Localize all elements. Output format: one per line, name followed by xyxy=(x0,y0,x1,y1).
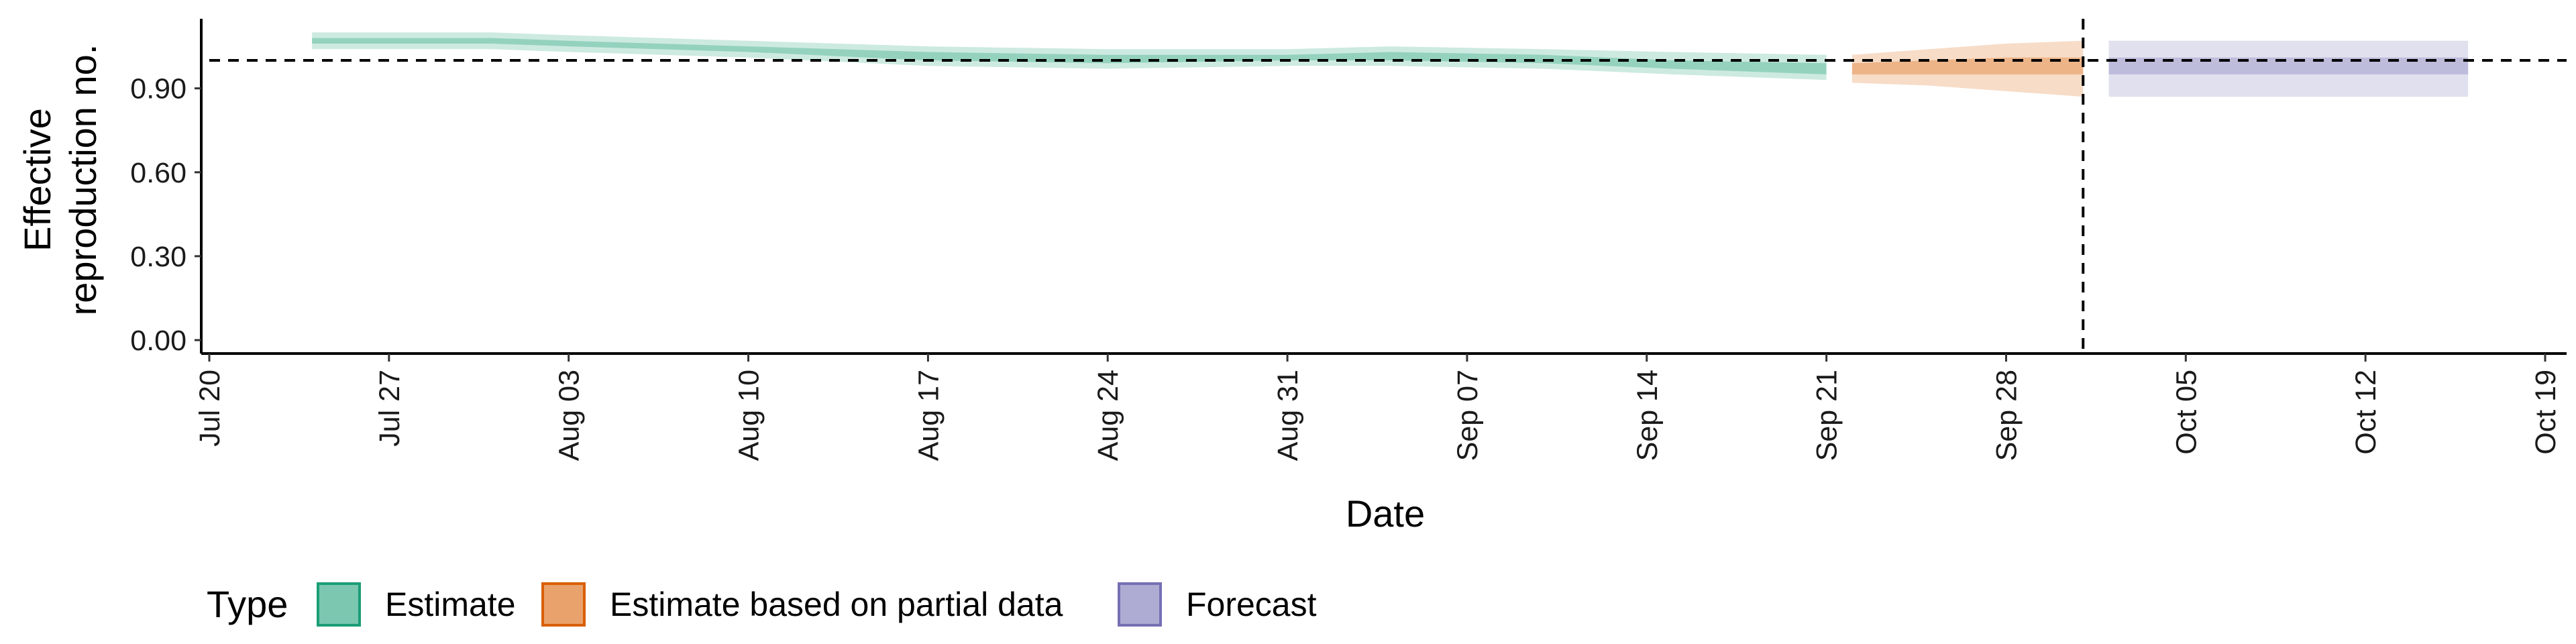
ribbon-50 xyxy=(312,38,1827,74)
legend-key xyxy=(541,582,586,627)
x-tick-label: Aug 17 xyxy=(912,370,945,461)
axes-layer: 0.00 0.30 0.60 0.90 Jul 20 Jul 27 Aug 03 Aug 10… xyxy=(16,19,2567,535)
legend: Type Estimate Estimate based on partial da… xyxy=(207,582,1317,627)
x-tick-label: Oct 12 xyxy=(2350,370,2382,455)
legend-key xyxy=(1118,582,1162,627)
x-tick-label: Oct 19 xyxy=(2530,370,2562,455)
x-tick-label: Aug 31 xyxy=(1272,370,1304,461)
legend-title: Type xyxy=(207,583,288,625)
x-tick-label: Jul 20 xyxy=(194,370,226,447)
x-tick-label: Oct 05 xyxy=(2170,370,2202,455)
x-tick-label: Aug 10 xyxy=(733,370,765,461)
legend-label: Forecast xyxy=(1186,586,1317,623)
ribbon-50 xyxy=(2108,57,2469,74)
x-tick-label: Sep 14 xyxy=(1631,370,1664,461)
ribbon-90 xyxy=(1851,40,2084,97)
legend-key xyxy=(317,582,361,627)
ribbons-layer xyxy=(312,32,2469,97)
series-forecast xyxy=(2108,40,2469,97)
series-estimate-based-on-partial-data xyxy=(1851,40,2084,97)
x-axis-title: Date xyxy=(1346,492,1425,535)
ribbon-50 xyxy=(1851,57,2084,74)
y-tick-label: 0.60 xyxy=(130,157,186,189)
x-tick-label: Aug 24 xyxy=(1092,370,1124,461)
legend-label: Estimate based on partial data xyxy=(610,586,1063,623)
y-tick-label: 0.90 xyxy=(130,73,186,105)
legend-label: Estimate xyxy=(385,586,516,623)
series-estimate xyxy=(312,32,1827,80)
x-tick-label: Sep 28 xyxy=(1990,370,2023,461)
ribbon-90 xyxy=(2108,40,2469,97)
x-tick-label: Aug 03 xyxy=(553,370,586,461)
ribbon-90 xyxy=(312,32,1827,80)
y-tick-label: 0.30 xyxy=(130,241,186,273)
y-axis-title-line: reproduction no. xyxy=(62,44,104,316)
legend-item: Estimate xyxy=(317,582,516,627)
y-axis-title: Effectivereproduction no. xyxy=(16,44,104,316)
x-tick-label: Jul 27 xyxy=(374,370,406,447)
x-tick-label: Sep 21 xyxy=(1811,370,1843,461)
legend-item: Estimate based on partial data xyxy=(541,582,1063,627)
y-tick-label: 0.00 xyxy=(130,325,186,357)
x-tick-label: Sep 07 xyxy=(1452,370,1484,461)
legend-item: Forecast xyxy=(1118,582,1317,627)
y-axis-title-line: Effective xyxy=(16,108,58,252)
